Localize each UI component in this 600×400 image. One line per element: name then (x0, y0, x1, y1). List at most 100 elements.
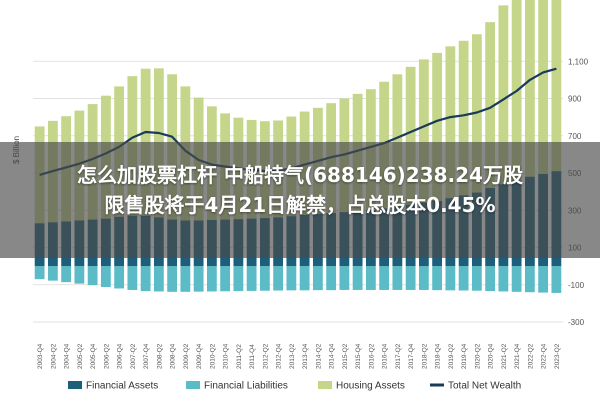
financial-liabilities-bar (458, 266, 469, 291)
x-tick-label: 2009-Q4 (196, 343, 203, 369)
legend-label: Financial Liabilities (204, 381, 288, 392)
x-tick-label: 2013-Q2 (289, 343, 296, 369)
legend-label: Housing Assets (336, 381, 405, 392)
x-tick-label: 2014-Q2 (315, 343, 322, 369)
housing-assets-bar (498, 5, 509, 185)
x-tick-label: 2021-Q2 (501, 343, 508, 369)
x-tick-label: 2009-Q2 (183, 343, 190, 369)
x-tick-label: 2012-Q4 (276, 343, 283, 369)
financial-liabilities-bar (538, 266, 549, 293)
y-tick-label: -100 (568, 281, 585, 290)
title-overlay-band (0, 142, 600, 258)
housing-assets-bar (538, 0, 549, 174)
x-tick-label: 2012-Q2 (262, 343, 269, 369)
housing-assets-bar (418, 59, 429, 203)
x-tick-label: 2006-Q2 (103, 343, 110, 369)
financial-liabilities-bar (445, 266, 456, 291)
x-tick-label: 2020-Q4 (488, 343, 495, 369)
housing-assets-bar (432, 52, 443, 201)
financial-liabilities-bar (74, 266, 85, 284)
financial-liabilities-bar (167, 266, 178, 292)
financial-liabilities-bar (524, 266, 535, 293)
housing-assets-bar (485, 22, 496, 188)
financial-liabilities-bar (471, 266, 482, 291)
housing-assets-bar (551, 0, 562, 172)
x-tick-label: 2015-Q2 (342, 343, 349, 369)
legend-swatch (318, 381, 332, 389)
housing-assets-bar (405, 66, 416, 205)
housing-assets-bar (392, 74, 403, 207)
financial-liabilities-bar (114, 266, 125, 289)
financial-liabilities-bar (273, 266, 284, 291)
financial-liabilities-bar (61, 266, 72, 283)
x-tick-label: 2005-Q2 (77, 343, 84, 369)
legend: Financial Assets Financial Liabilities Hou… (68, 381, 521, 392)
x-tick-label: 2017-Q2 (395, 343, 402, 369)
financial-liabilities-bar (127, 266, 138, 290)
x-tick-label: 2008-Q4 (170, 343, 177, 369)
x-tick-label: 2015-Q4 (355, 343, 362, 369)
x-tick-label: 2019-Q2 (448, 343, 455, 369)
x-tick-label: 2010-Q2 (209, 343, 216, 369)
x-tick-label: 2018-Q4 (435, 343, 442, 369)
y-tick-label: 700 (568, 132, 582, 141)
y-tick-label: 1,100 (568, 57, 589, 66)
x-tick-label: 2017-Q4 (408, 343, 415, 369)
legend-swatch (186, 381, 200, 389)
overlay-title: 怎么加股票杠杆 中船特气(688146)238.24万股 限售股将于4月21日解… (0, 160, 600, 220)
financial-liabilities-bar (365, 266, 376, 290)
financial-liabilities-bar (551, 266, 562, 293)
x-tick-label: 2006-Q4 (117, 343, 124, 369)
financial-liabilities-bar (405, 266, 416, 290)
legend-swatch (68, 381, 82, 389)
legend-label: Total Net Wealth (448, 381, 521, 392)
x-tick-label: 2005-Q4 (90, 343, 97, 369)
financial-liabilities-bar (259, 266, 270, 291)
financial-liabilities-bar (485, 266, 496, 292)
legend-swatch (430, 383, 444, 387)
financial-liabilities-bar (392, 266, 403, 290)
financial-liabilities-bar (299, 266, 310, 291)
housing-assets-bar (445, 46, 456, 199)
financial-liabilities-bar (432, 266, 443, 291)
x-tick-label: 2008-Q2 (156, 343, 163, 369)
x-tick-label: 2011-Q2 (236, 344, 243, 369)
financial-liabilities-bar (286, 266, 297, 291)
financial-liabilities-bar (326, 266, 337, 291)
financial-liabilities-bar (153, 266, 164, 292)
x-tick-label: 2023-Q2 (554, 343, 561, 369)
x-tick-label: 2007-Q4 (143, 343, 150, 369)
x-tick-label: 2019-Q4 (461, 343, 468, 369)
y-tick-label: 900 (568, 95, 582, 104)
x-tick-label: 2021-Q4 (514, 343, 521, 369)
x-tick-label: 2013-Q4 (302, 343, 309, 369)
x-tick-label: 2016-Q2 (368, 343, 375, 369)
financial-liabilities-bar (87, 266, 98, 286)
financial-liabilities-bar (100, 266, 111, 287)
financial-liabilities-bar (312, 266, 323, 291)
x-tick-label: 2022-Q2 (527, 343, 534, 369)
x-tick-label: 2007-Q2 (130, 343, 137, 369)
financial-liabilities-bar (352, 266, 363, 290)
financial-liabilities-bar (339, 266, 350, 290)
x-tick-label: 2011-Q4 (249, 344, 256, 369)
overlay-title-line-2: 限售股将于4月21日解禁，占总股本0.45% (104, 193, 496, 217)
financial-liabilities-bar (233, 266, 244, 292)
financial-liabilities-bar (34, 266, 45, 280)
financial-liabilities-bar (47, 266, 58, 281)
financial-liabilities-bar (418, 266, 429, 290)
x-tick-label: 2014-Q4 (329, 343, 336, 369)
financial-liabilities-bar (206, 266, 217, 292)
x-tick-label: 2022-Q4 (541, 343, 548, 369)
financial-liabilities-bars (34, 266, 562, 293)
financial-liabilities-bar (180, 266, 191, 292)
x-tick-label: 2020-Q2 (474, 343, 481, 369)
y-tick-label: -300 (568, 318, 585, 327)
x-tick-label: 2016-Q4 (382, 343, 389, 369)
financial-liabilities-bar (498, 266, 509, 292)
financial-liabilities-bar (246, 266, 257, 291)
x-tick-label: 2003-Q4 (37, 343, 44, 369)
x-tick-label: 2004-Q2 (50, 343, 57, 369)
financial-liabilities-bar (220, 266, 231, 292)
financial-liabilities-bar (140, 266, 151, 292)
